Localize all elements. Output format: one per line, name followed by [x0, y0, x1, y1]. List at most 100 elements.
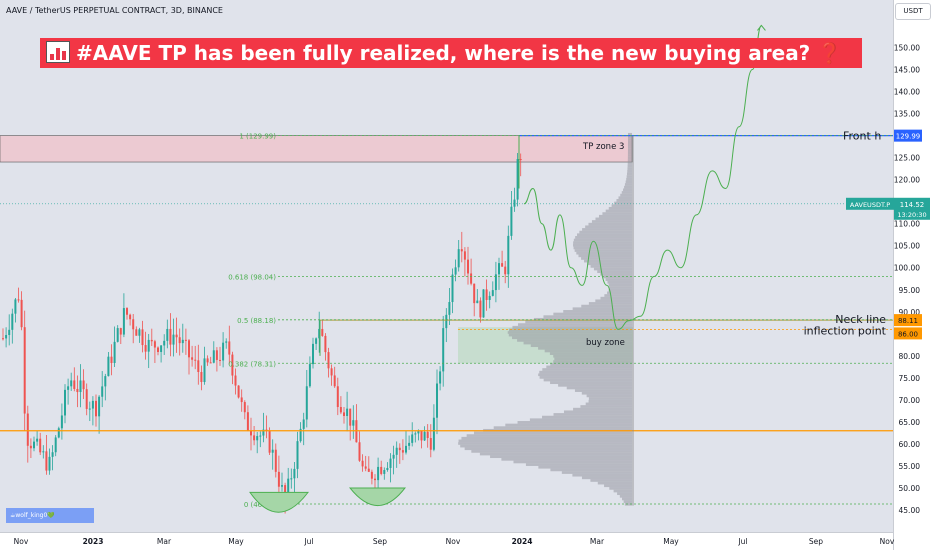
candle-body [191, 357, 194, 360]
volume-profile-bar [590, 479, 632, 482]
tp-zone-box [0, 135, 633, 163]
volume-profile-bar [627, 148, 632, 152]
candle-body [212, 350, 215, 363]
candle-body [327, 352, 330, 369]
current-price-tag: 114.52 [900, 201, 925, 209]
candle-body [367, 468, 370, 472]
volume-profile-bar [572, 307, 632, 311]
candle-body [91, 400, 94, 409]
countdown-tag: 13:20:30 [897, 211, 926, 219]
price-tag-neck: 88.11 [898, 317, 918, 325]
price-scale[interactable] [893, 0, 932, 550]
candle-body [23, 327, 26, 414]
candle-body [82, 380, 85, 390]
volume-profile-bar [553, 312, 632, 316]
candle-body [516, 159, 519, 200]
price-tick-label: 100.00 [894, 264, 920, 273]
volume-profile-bar [584, 259, 632, 263]
volume-profile-bar [518, 323, 632, 326]
volume-profile-bar [525, 463, 632, 466]
volume-profile-bar [603, 275, 632, 279]
candle-body [429, 438, 432, 450]
candle-body [160, 345, 163, 352]
volume-profile-bar [614, 201, 632, 205]
candle-body [17, 299, 20, 301]
volume-profile-bar [538, 373, 632, 377]
volume-profile-bar [550, 362, 632, 366]
candle-body [101, 386, 104, 397]
candle-body [473, 283, 476, 304]
candle-body [175, 334, 178, 338]
candle-body [188, 340, 190, 358]
candle-body [36, 438, 39, 442]
price-tick-label: 55.00 [899, 462, 921, 471]
candle-body [67, 386, 70, 390]
volume-profile-bar [543, 315, 632, 318]
candle-body [460, 249, 463, 252]
candle-body [374, 478, 376, 481]
candle-body [293, 468, 296, 479]
candle-body [380, 466, 383, 474]
candle-body [386, 467, 389, 471]
time-scale[interactable] [0, 532, 893, 551]
candle-body [256, 436, 259, 441]
volume-profile-bar [544, 349, 632, 353]
plot-area[interactable] [0, 0, 893, 532]
candle-body [358, 442, 361, 461]
candle-body [296, 441, 299, 469]
candle-body [45, 451, 48, 471]
candle-body [243, 402, 246, 413]
currency-selector[interactable]: USDT [895, 3, 931, 20]
volume-profile-bar [512, 336, 632, 340]
candle-body [324, 335, 327, 353]
price-tick-label: 140.00 [894, 88, 920, 97]
symbol-header: AAVE / TetherUS PERPETUAL CONTRACT, 3D, … [6, 6, 223, 15]
candle-body [361, 460, 364, 467]
volume-profile-bar [530, 344, 632, 348]
price-tick-label: 60.00 [899, 440, 921, 449]
candle-body [383, 470, 386, 474]
volume-profile-bar [607, 280, 632, 284]
volume-profile-bar [581, 391, 632, 395]
volume-profile-bar [513, 460, 632, 464]
volume-profile-bar [508, 328, 632, 332]
time-tick-label: Nov [446, 537, 461, 546]
price-tag-inflection: 86.00 [898, 330, 918, 338]
volume-profile-bar [493, 426, 632, 429]
candle-body [51, 452, 54, 457]
candle-body [504, 266, 507, 275]
volume-profile-bar [585, 402, 632, 406]
volume-profile-bar [627, 135, 632, 139]
time-tick-label: Mar [590, 537, 605, 546]
candle-body [352, 420, 355, 426]
price-tag-high: 129.99 [896, 133, 921, 141]
volume-profile-bar [581, 257, 632, 260]
candle-body [405, 445, 407, 453]
candle-body [14, 299, 17, 314]
candle-body [113, 341, 116, 364]
volume-profile-bar [573, 407, 632, 411]
candle-body [445, 314, 448, 329]
candle-body [488, 295, 491, 300]
candle-body [5, 335, 8, 339]
volume-profile-bar [608, 288, 632, 292]
candle-body [485, 289, 488, 300]
volume-profile-bar [517, 339, 632, 342]
volume-profile-bar [576, 251, 632, 255]
candle-body [29, 445, 32, 449]
candle-body [277, 471, 280, 487]
volume-profile-bar [581, 304, 632, 308]
volume-profile-bar [587, 262, 632, 266]
candle-body [389, 458, 392, 468]
current-symbol-tag: AAVEUSDT.P [850, 201, 890, 209]
candle-body [262, 429, 265, 436]
volume-profile-bar [605, 209, 632, 213]
price-tick-label: 95.00 [899, 286, 921, 295]
volume-profile-bar [624, 502, 632, 506]
volume-profile-bar [613, 489, 632, 493]
volume-profile-bar [600, 296, 632, 300]
volume-profile-bar [597, 270, 632, 274]
candle-body [494, 274, 497, 291]
candle-body [339, 407, 342, 413]
